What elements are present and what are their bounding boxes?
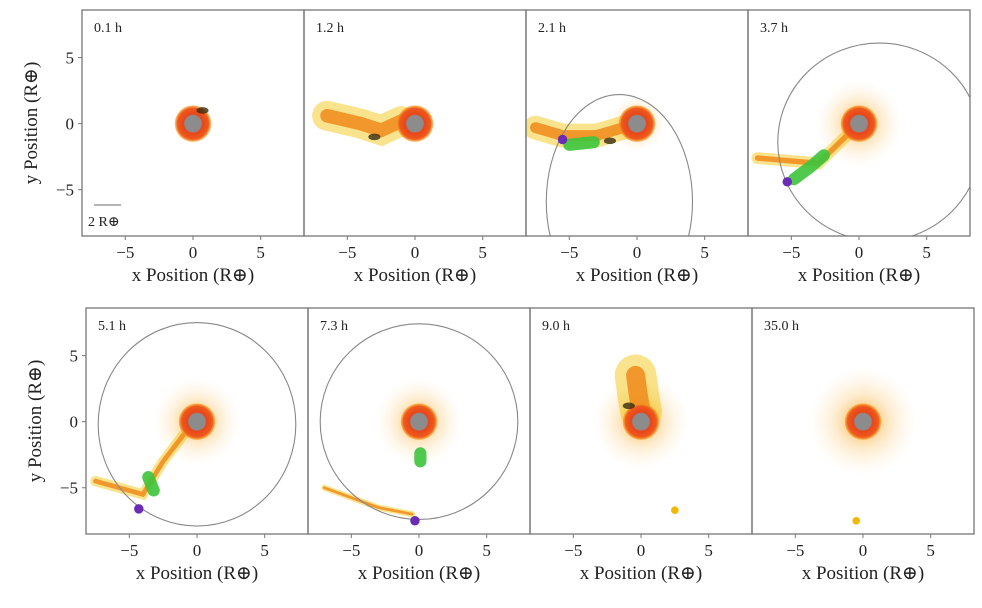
planet-core: [840, 105, 878, 142]
panel-6: 7.3 h −5 0 5x Position (R⊕): [307, 307, 531, 584]
debris-stream: [530, 122, 629, 141]
x-tick-label: 5: [256, 243, 265, 262]
time-label: 1.2 h: [316, 21, 344, 36]
x-tick-label: −5: [786, 541, 804, 560]
x-tick-label: −5: [342, 541, 360, 560]
planet-core: [396, 105, 434, 142]
y-axis-label: y Position (R⊕): [25, 360, 46, 483]
x-tick-label: 5: [260, 541, 269, 560]
dense-clump: [603, 137, 617, 145]
x-axis-label: x Position (R⊕): [354, 265, 477, 286]
x-tick-label: 0: [411, 243, 420, 262]
x-axis-label: x Position (R⊕): [358, 563, 481, 584]
planet-core: [174, 105, 212, 142]
time-label: 3.7 h: [760, 21, 788, 36]
moonlet: [134, 504, 144, 514]
moonlet: [782, 177, 792, 187]
x-axis-label: x Position (R⊕): [580, 563, 703, 584]
panel-7: 9.0 h −5 0 5x Position (R⊕): [529, 307, 753, 584]
time-label: 35.0 h: [764, 319, 799, 334]
x-tick-label: 5: [478, 243, 487, 262]
x-tick-label: −5: [116, 243, 134, 262]
x-tick-label: −5: [560, 243, 578, 262]
x-tick-label: 5: [922, 243, 931, 262]
orbit-ellipse: [97, 321, 297, 527]
time-label: 2.1 h: [538, 21, 566, 36]
orbit-ellipse: [545, 94, 694, 236]
y-tick-label: −5: [60, 479, 78, 498]
panel-8: 35.0 h −5 0 5x Position (R⊕): [751, 307, 975, 584]
y-tick-label: 5: [70, 347, 79, 366]
x-tick-label: 0: [855, 243, 864, 262]
panel-4: 3.7 h −5 0 5x Position (R⊕): [747, 9, 971, 286]
x-tick-label: 0: [189, 243, 198, 262]
green-clump: [563, 136, 600, 151]
x-tick-label: 0: [637, 541, 646, 560]
x-axis-label: x Position (R⊕): [136, 563, 259, 584]
green-clump: [142, 471, 160, 497]
debris-stream: [320, 108, 409, 138]
orbit-ellipse: [777, 42, 970, 236]
x-axis-label: x Position (R⊕): [576, 265, 699, 286]
y-tick-label: 0: [70, 413, 79, 432]
x-tick-label: 0: [633, 243, 642, 262]
x-tick-label: 5: [926, 541, 935, 560]
moonlet: [410, 516, 420, 526]
time-label: 5.1 h: [98, 319, 126, 334]
y-tick-label: 0: [66, 115, 75, 134]
x-axis-label: x Position (R⊕): [802, 563, 925, 584]
x-tick-label: 0: [415, 541, 424, 560]
time-label: 9.0 h: [542, 319, 570, 334]
x-tick-label: −5: [564, 541, 582, 560]
dense-clump: [196, 107, 209, 114]
planet-core: [618, 105, 656, 142]
debris-stream: [322, 486, 414, 516]
dense-clump: [622, 402, 635, 410]
debris-dot: [671, 506, 679, 515]
y-axis-label: y Position (R⊕): [21, 62, 42, 185]
x-tick-label: 0: [859, 541, 868, 560]
x-tick-label: 0: [193, 541, 202, 560]
planet-core: [400, 403, 438, 440]
scale-bar-label: 2 R⊕: [88, 215, 120, 230]
panel-1: 0.1 h−5 0 5x Position (R⊕)50−5y Position (…: [21, 9, 305, 286]
x-tick-label: −5: [338, 243, 356, 262]
panel-3: 2.1 h −5 0 5x Position (R⊕): [525, 9, 749, 286]
y-tick-label: 5: [66, 49, 75, 68]
planet-core: [178, 403, 216, 440]
panel-2: 1.2 h −5 0 5x Position (R⊕): [303, 9, 527, 286]
planet-core: [622, 403, 660, 440]
x-tick-label: 5: [704, 541, 713, 560]
time-label: 7.3 h: [320, 319, 348, 334]
x-tick-label: 5: [700, 243, 709, 262]
planet-core: [844, 403, 882, 440]
x-tick-label: −5: [782, 243, 800, 262]
x-tick-label: −5: [120, 541, 138, 560]
y-tick-label: −5: [56, 181, 74, 200]
x-axis-label: x Position (R⊕): [798, 265, 921, 286]
dense-clump: [368, 133, 381, 141]
debris-dot: [852, 516, 861, 525]
green-clump: [787, 149, 830, 186]
moonlet: [557, 134, 568, 145]
x-axis-label: x Position (R⊕): [132, 265, 255, 286]
panel-5: 5.1 h−5 0 5x Position (R⊕)50−5y Position (…: [25, 307, 309, 584]
time-label: 0.1 h: [94, 21, 122, 36]
x-tick-label: 5: [482, 541, 491, 560]
